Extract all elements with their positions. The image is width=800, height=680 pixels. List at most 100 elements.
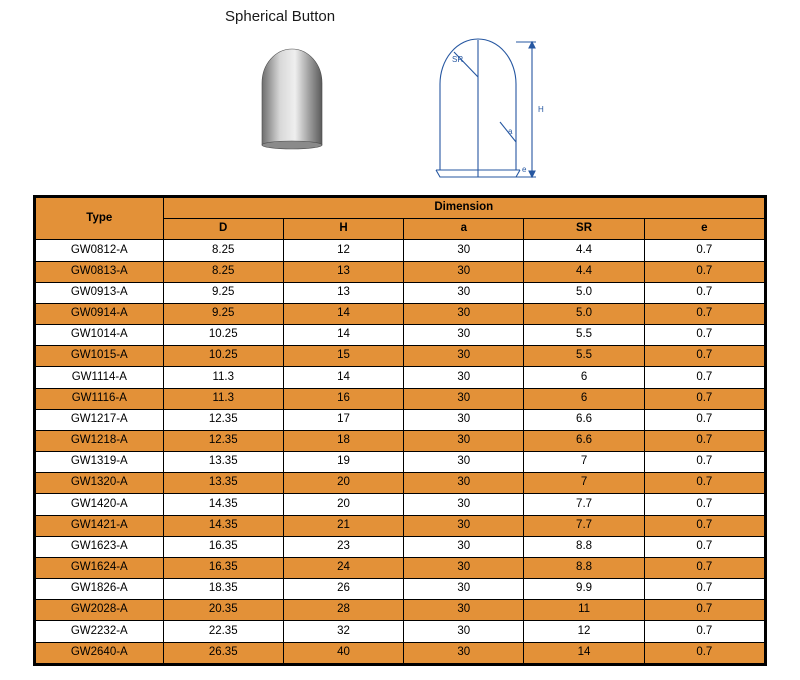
- cell-value: 14: [524, 642, 644, 663]
- cell-type: GW1218-A: [36, 430, 164, 451]
- cell-type: GW1319-A: [36, 452, 164, 473]
- cell-value: 16.35: [163, 536, 283, 557]
- cell-type: GW2232-A: [36, 621, 164, 642]
- cell-value: 11.3: [163, 388, 283, 409]
- cell-value: 6: [524, 367, 644, 388]
- table-row: GW1014-A10.2514305.50.7: [36, 325, 765, 346]
- table-row: GW1218-A12.3518306.60.7: [36, 430, 765, 451]
- cell-type: GW2640-A: [36, 642, 164, 663]
- cell-value: 14: [283, 367, 403, 388]
- table-row: GW2232-A22.353230120.7: [36, 621, 765, 642]
- cell-value: 0.7: [644, 494, 764, 515]
- dimension-table-wrap: Type Dimension DHaSRe GW0812-A8.2512304.…: [0, 195, 800, 666]
- cell-value: 0.7: [644, 579, 764, 600]
- page-title: Spherical Button: [225, 8, 335, 25]
- cell-value: 30: [404, 515, 524, 536]
- cell-value: 10.25: [163, 346, 283, 367]
- cell-value: 0.7: [644, 409, 764, 430]
- cell-value: 8.25: [163, 261, 283, 282]
- cell-value: 23: [283, 536, 403, 557]
- cell-value: 30: [404, 621, 524, 642]
- cell-value: 6: [524, 388, 644, 409]
- cell-value: 0.7: [644, 367, 764, 388]
- table-body: GW0812-A8.2512304.40.7GW0813-A8.2513304.…: [36, 240, 765, 663]
- diagram-label-e: e: [522, 165, 527, 174]
- cell-value: 30: [404, 600, 524, 621]
- table-row: GW0812-A8.2512304.40.7: [36, 240, 765, 261]
- cell-value: 0.7: [644, 261, 764, 282]
- cell-value: 13.35: [163, 473, 283, 494]
- cell-value: 6.6: [524, 430, 644, 451]
- cell-value: 7: [524, 473, 644, 494]
- cell-value: 11: [524, 600, 644, 621]
- cell-type: GW1217-A: [36, 409, 164, 430]
- header-area: Spherical Button: [0, 0, 800, 195]
- cell-value: 30: [404, 325, 524, 346]
- cell-value: 4.4: [524, 261, 644, 282]
- cell-value: 16: [283, 388, 403, 409]
- cell-type: GW0813-A: [36, 261, 164, 282]
- cell-value: 0.7: [644, 452, 764, 473]
- col-type: Type: [36, 198, 164, 240]
- cell-value: 28: [283, 600, 403, 621]
- diagram-label-h: H: [538, 105, 544, 114]
- table-row: GW2640-A26.354030140.7: [36, 642, 765, 663]
- cell-value: 30: [404, 579, 524, 600]
- table-row: GW1217-A12.3517306.60.7: [36, 409, 765, 430]
- cell-type: GW1015-A: [36, 346, 164, 367]
- cell-value: 5.5: [524, 346, 644, 367]
- cell-value: 14: [283, 303, 403, 324]
- cell-value: 13: [283, 282, 403, 303]
- cell-value: 15: [283, 346, 403, 367]
- cell-value: 19: [283, 452, 403, 473]
- cell-value: 11.3: [163, 367, 283, 388]
- col-d: D: [163, 219, 283, 240]
- cell-value: 18.35: [163, 579, 283, 600]
- cell-value: 17: [283, 409, 403, 430]
- col-h: H: [283, 219, 403, 240]
- cell-value: 40: [283, 642, 403, 663]
- cell-value: 12.35: [163, 430, 283, 451]
- table-row: GW0913-A9.2513305.00.7: [36, 282, 765, 303]
- cell-value: 32: [283, 621, 403, 642]
- cell-value: 0.7: [644, 557, 764, 578]
- diagram-label-sr: SR: [452, 55, 463, 64]
- cell-type: GW1014-A: [36, 325, 164, 346]
- cell-type: GW1116-A: [36, 388, 164, 409]
- cell-value: 30: [404, 494, 524, 515]
- cell-value: 30: [404, 536, 524, 557]
- cell-value: 13.35: [163, 452, 283, 473]
- cell-value: 22.35: [163, 621, 283, 642]
- cell-type: GW1420-A: [36, 494, 164, 515]
- cell-value: 0.7: [644, 346, 764, 367]
- table-row: GW1015-A10.2515305.50.7: [36, 346, 765, 367]
- cell-value: 12: [283, 240, 403, 261]
- cell-value: 24: [283, 557, 403, 578]
- cell-value: 9.9: [524, 579, 644, 600]
- table-row: GW1624-A16.3524308.80.7: [36, 557, 765, 578]
- table-row: GW1320-A13.35203070.7: [36, 473, 765, 494]
- cell-value: 5.0: [524, 282, 644, 303]
- cell-type: GW1826-A: [36, 579, 164, 600]
- cell-type: GW2028-A: [36, 600, 164, 621]
- cell-value: 13: [283, 261, 403, 282]
- cell-value: 21: [283, 515, 403, 536]
- cell-value: 30: [404, 409, 524, 430]
- cell-type: GW0812-A: [36, 240, 164, 261]
- cell-value: 30: [404, 282, 524, 303]
- cell-value: 0.7: [644, 536, 764, 557]
- button-diagram-icon: SR H φD a e: [400, 22, 560, 182]
- table-row: GW2028-A20.352830110.7: [36, 600, 765, 621]
- cell-value: 0.7: [644, 621, 764, 642]
- cell-value: 14: [283, 325, 403, 346]
- cell-value: 20: [283, 494, 403, 515]
- cell-value: 30: [404, 557, 524, 578]
- cell-value: 4.4: [524, 240, 644, 261]
- table-row: GW1116-A11.3163060.7: [36, 388, 765, 409]
- table-row: GW1623-A16.3523308.80.7: [36, 536, 765, 557]
- cell-value: 30: [404, 388, 524, 409]
- cell-value: 0.7: [644, 515, 764, 536]
- cell-value: 20: [283, 473, 403, 494]
- cell-value: 7: [524, 452, 644, 473]
- cell-value: 26.35: [163, 642, 283, 663]
